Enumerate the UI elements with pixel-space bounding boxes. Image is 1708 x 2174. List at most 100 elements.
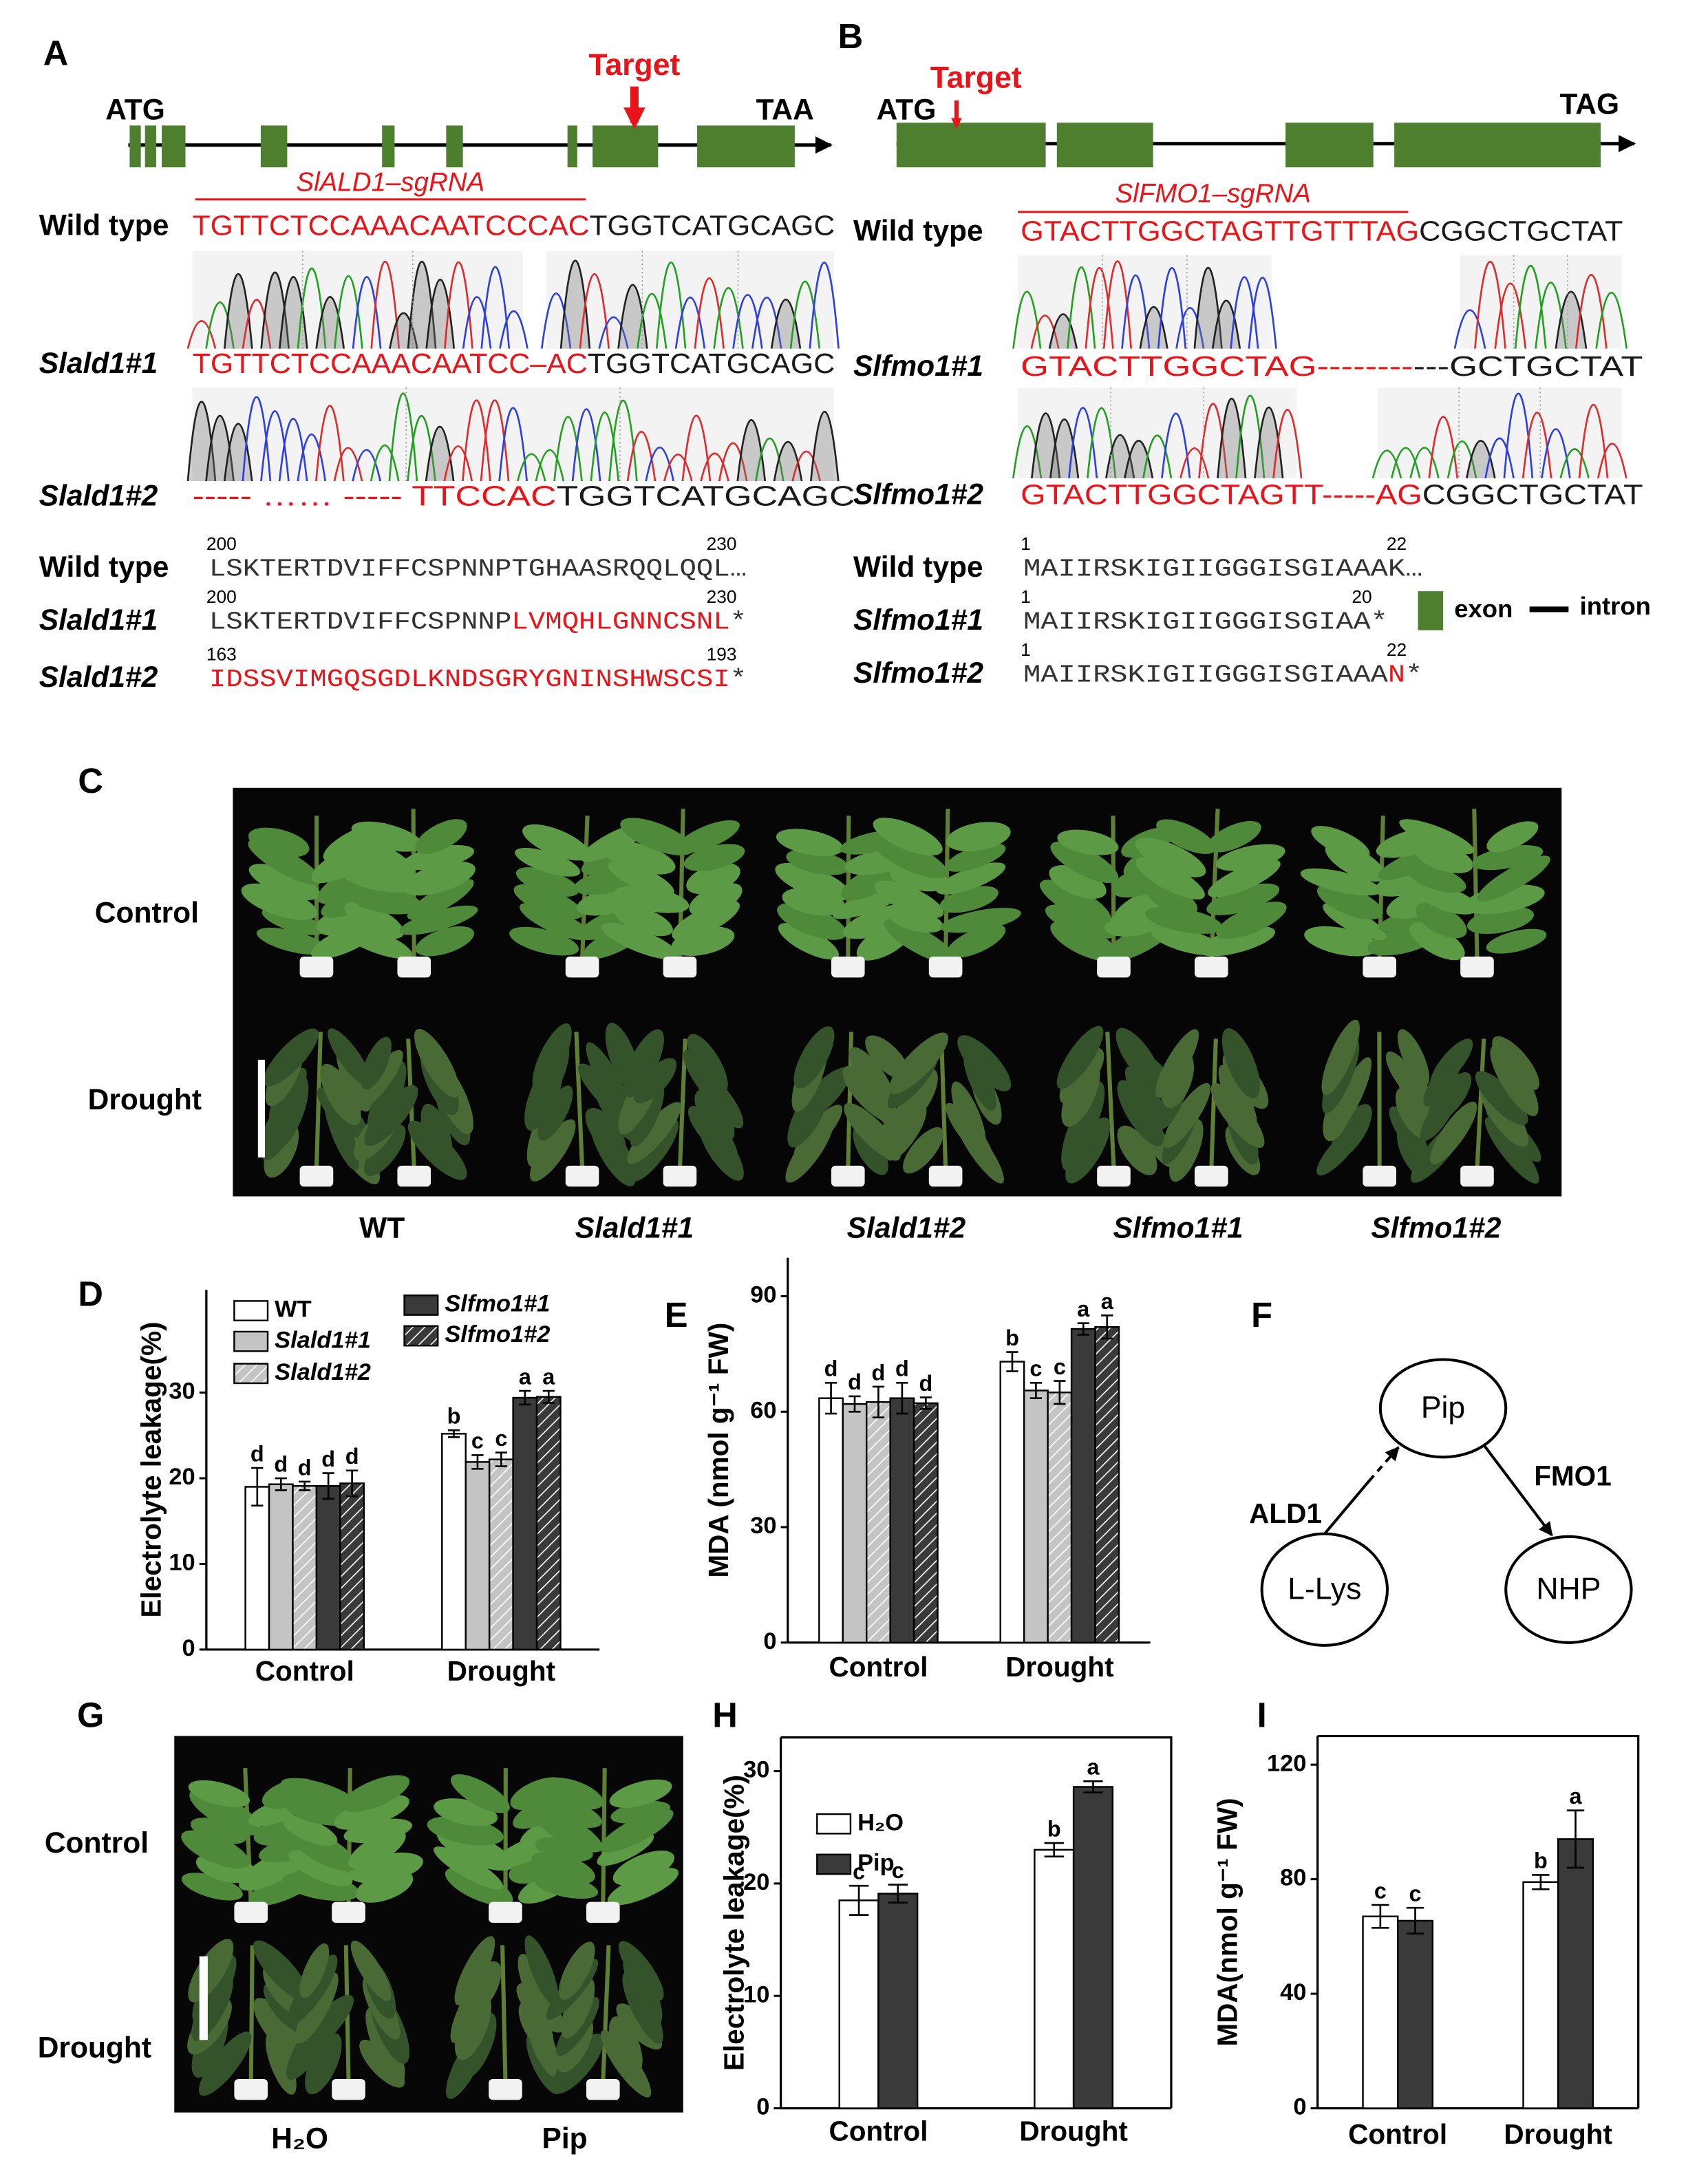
pot [299, 956, 334, 978]
legend-swatch [233, 1300, 269, 1321]
leaf [1385, 1051, 1422, 1101]
pot [565, 1165, 599, 1187]
leaf [940, 908, 1021, 933]
leaf [618, 1941, 664, 2001]
sequence-segment: TGGTCATGCAGC [556, 480, 855, 511]
leaf [281, 1778, 357, 1809]
error-bar [345, 1469, 359, 1498]
bar [842, 1403, 868, 1644]
protein-sequence: MAIIRSKIGIIGGGISGIAA* [1023, 608, 1388, 636]
leaf [1216, 902, 1287, 939]
significance-letter: d [321, 1447, 335, 1471]
significance-letter: c [892, 1858, 904, 1883]
sequence-segment: * [730, 665, 747, 693]
trace-peak [1494, 282, 1527, 349]
error-bar [1406, 1906, 1424, 1935]
legend-intron: intron [1580, 592, 1651, 620]
chromatogram [186, 387, 840, 482]
dna-sequence: GTACTTGGCTAG-------- ---GCTGCTAT [1021, 350, 1643, 382]
legend-label: Slfmo1#1 [445, 1291, 550, 1317]
bar [1362, 1915, 1399, 2109]
trace-peak [370, 261, 401, 349]
trace-peak [242, 299, 272, 349]
leaf [402, 861, 476, 896]
row-name: Wild type [39, 551, 169, 584]
residue-number: 200 [206, 533, 237, 554]
trace-peak [462, 296, 492, 349]
bar [1034, 1848, 1075, 2109]
exon-swatch [1418, 591, 1444, 630]
trace-peak [462, 399, 491, 482]
chromatogram [1012, 255, 1277, 349]
trace-peak [498, 407, 528, 482]
frame [1317, 1734, 1640, 2109]
leaf [1427, 1072, 1472, 1125]
sequence-segment: CGGCTGCTAT [1419, 215, 1623, 246]
edge-label: ALD1 [1249, 1498, 1322, 1529]
leaf [461, 1961, 502, 2018]
significance-letter: d [298, 1455, 312, 1480]
leaf [777, 903, 847, 940]
trace-peak [516, 453, 546, 482]
trace-peak [1535, 281, 1567, 349]
leaf [888, 1032, 948, 1094]
leaf [532, 1023, 572, 1091]
x-tick-label: Drought [1504, 2118, 1612, 2150]
residue-number: 1 [1021, 533, 1031, 554]
leaf [776, 829, 844, 856]
leaf [462, 2013, 497, 2078]
leaf [299, 1943, 330, 1999]
trace-peak [407, 415, 436, 482]
column-label: Slfmo1#2 [1371, 1211, 1501, 1244]
leaf [627, 1102, 681, 1164]
bar [838, 1899, 879, 2109]
significance-letter: d [919, 1371, 932, 1396]
y-tick-label: 40 [1280, 1979, 1306, 2005]
trace-peak [1067, 266, 1096, 349]
error-bar [848, 1884, 869, 1916]
leaf [552, 2034, 604, 2094]
bar [866, 1401, 891, 1644]
leaf [608, 2016, 643, 2074]
y-tick-label: 30 [750, 1513, 776, 1539]
residue-number: 1 [1021, 586, 1031, 607]
scale-bar [257, 1059, 265, 1158]
stem [939, 1038, 948, 1169]
trace-peak [1390, 447, 1421, 479]
leaf [1045, 904, 1118, 939]
leaf [951, 1081, 986, 1150]
error-bar [824, 1382, 837, 1415]
leaf [1040, 880, 1111, 924]
node [1504, 1535, 1633, 1644]
trace-peak [352, 276, 382, 349]
leaf [407, 879, 474, 920]
leaf [1156, 819, 1216, 854]
error-bar [1077, 1322, 1089, 1336]
significance-letter: c [471, 1429, 484, 1453]
significance-letter: a [1101, 1289, 1114, 1314]
trace-peak [1484, 437, 1515, 479]
significance-letter: d [824, 1356, 838, 1381]
leaf [1321, 1019, 1360, 1096]
pot [663, 1165, 697, 1187]
legend-label: H₂O [857, 1809, 904, 1835]
leaf [1206, 883, 1280, 915]
leaf [1332, 1057, 1372, 1132]
leaf [1407, 864, 1466, 893]
trace-peak [499, 310, 529, 349]
significance-letter: a [1087, 1755, 1100, 1780]
chromatogram [1371, 387, 1627, 479]
sequence-segment: CGGCTGCTAT [1422, 478, 1643, 510]
trace-peak [590, 412, 620, 482]
leaf [402, 844, 475, 871]
residue-number: 193 [707, 643, 737, 664]
sequence-segment: GTACTTGGCTAGTTGTTTAG [1021, 215, 1419, 246]
significance-letter: d [345, 1444, 359, 1469]
trace-peak [334, 275, 363, 349]
stem [601, 1768, 607, 1905]
leaf [1117, 1080, 1164, 1147]
leaf [842, 1065, 899, 1124]
significance-letter: a [1570, 1784, 1583, 1809]
leaf [367, 1061, 407, 1136]
trace-peak [751, 297, 782, 349]
